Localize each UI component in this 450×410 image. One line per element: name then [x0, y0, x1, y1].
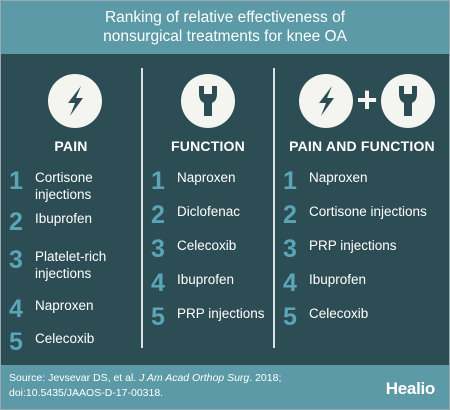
wrench-icon: [181, 74, 235, 128]
column-pain-and-function: + PAIN AND FUNCTION 1 Naproxen 2 Cortiso…: [275, 54, 449, 365]
rank-number: 3: [151, 235, 165, 263]
treatment-name: Cortisone injections: [35, 170, 93, 202]
rank-number: 3: [9, 246, 23, 274]
rank-number: 2: [151, 201, 165, 229]
infographic-title: Ranking of relative effectiveness of non…: [1, 8, 449, 46]
treatment-name: Naproxen: [177, 170, 236, 185]
source-citation: Source: Jevsevar DS, et al. J Am Acad Or…: [9, 371, 339, 401]
rank-number: 1: [151, 167, 165, 195]
column-heading: PAIN AND FUNCTION: [289, 138, 435, 154]
header-band: Ranking of relative effectiveness of non…: [1, 1, 449, 54]
citation-journal: J Am Acad Orthop Surg: [139, 372, 250, 384]
rankings-panel: PAIN 1 Cortisone injections 2 Ibuprofen …: [1, 54, 449, 365]
rank-number: 4: [283, 269, 297, 297]
wrench-icon: [381, 74, 435, 128]
treatment-name: Naproxen: [309, 170, 368, 185]
treatment-name: Cortisone injections: [309, 204, 427, 219]
column-heading: PAIN: [54, 138, 88, 154]
lightning-icon: [299, 74, 353, 128]
rank-number: 1: [283, 167, 297, 195]
rank-number: 4: [151, 269, 165, 297]
rank-number: 1: [9, 167, 23, 195]
treatment-name: PRP injections: [309, 238, 397, 253]
citation-doi: doi:10.5435/JAAOS-D-17-00318.: [9, 387, 164, 399]
treatment-name: Platelet-rich injections: [35, 249, 107, 281]
treatment-name: Celecoxib: [35, 331, 95, 346]
rank-number: 3: [283, 235, 297, 263]
citation-year: . 2018;: [249, 372, 282, 384]
column-icons: [143, 74, 273, 128]
rank-number: 2: [9, 208, 23, 236]
treatment-name: PRP injections: [177, 306, 265, 321]
treatment-name: Naproxen: [35, 298, 94, 313]
column-divider: [273, 68, 275, 348]
rank-number: 2: [283, 201, 297, 229]
plus-sign: +: [356, 79, 378, 120]
column-heading: FUNCTION: [171, 138, 245, 154]
treatment-name: Celecoxib: [309, 306, 369, 321]
logo-text: Healio: [385, 379, 436, 398]
lightning-icon: [48, 74, 102, 128]
treatment-name: Ibuprofen: [35, 211, 93, 226]
footer-band: Source: Jevsevar DS, et al. J Am Acad Or…: [1, 365, 449, 409]
treatment-name: Diclofenac: [177, 204, 241, 219]
rank-number: 4: [9, 295, 23, 323]
treatment-name: Ibuprofen: [309, 272, 367, 287]
rank-number: 5: [283, 303, 297, 331]
rank-number: 5: [151, 303, 165, 331]
rank-number: 5: [9, 328, 23, 356]
column-pain: PAIN 1 Cortisone injections 2 Ibuprofen …: [1, 54, 141, 365]
title-line-2: nonsurgical treatments for knee OA: [103, 28, 347, 45]
column-icons: [1, 74, 141, 128]
title-line-1: Ranking of relative effectiveness of: [104, 9, 346, 26]
treatment-name: Ibuprofen: [177, 272, 235, 287]
column-divider: [141, 68, 143, 348]
column-icons: +: [275, 74, 449, 128]
column-function: FUNCTION 1 Naproxen 2 Diclofenac 3 Celec…: [143, 54, 273, 365]
healio-logo: Healio: [385, 379, 436, 399]
citation-authors: Source: Jevsevar DS, et al.: [9, 372, 140, 384]
treatment-name: Celecoxib: [177, 238, 237, 253]
